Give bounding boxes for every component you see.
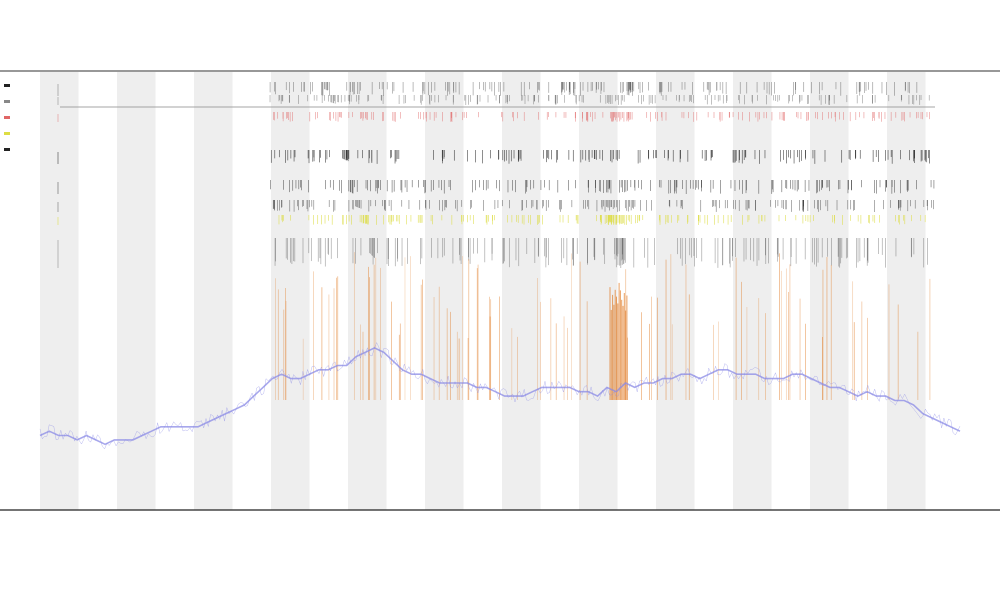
background-band xyxy=(810,72,849,510)
legend-swatch xyxy=(4,84,10,87)
legend-swatch xyxy=(4,132,10,135)
background-band xyxy=(502,72,541,510)
background-band xyxy=(348,72,387,510)
background-band xyxy=(656,72,695,510)
background-band xyxy=(887,72,926,510)
background-band xyxy=(579,72,618,510)
legend-swatch xyxy=(4,148,10,151)
legend-swatch xyxy=(4,100,10,103)
legend-swatch xyxy=(4,116,10,119)
background-band xyxy=(40,72,79,510)
background-band xyxy=(271,72,310,510)
background-band xyxy=(733,72,772,510)
background-band xyxy=(117,72,156,510)
background-band xyxy=(194,72,233,510)
background-band xyxy=(425,72,464,510)
series-noise-line xyxy=(39,341,961,450)
